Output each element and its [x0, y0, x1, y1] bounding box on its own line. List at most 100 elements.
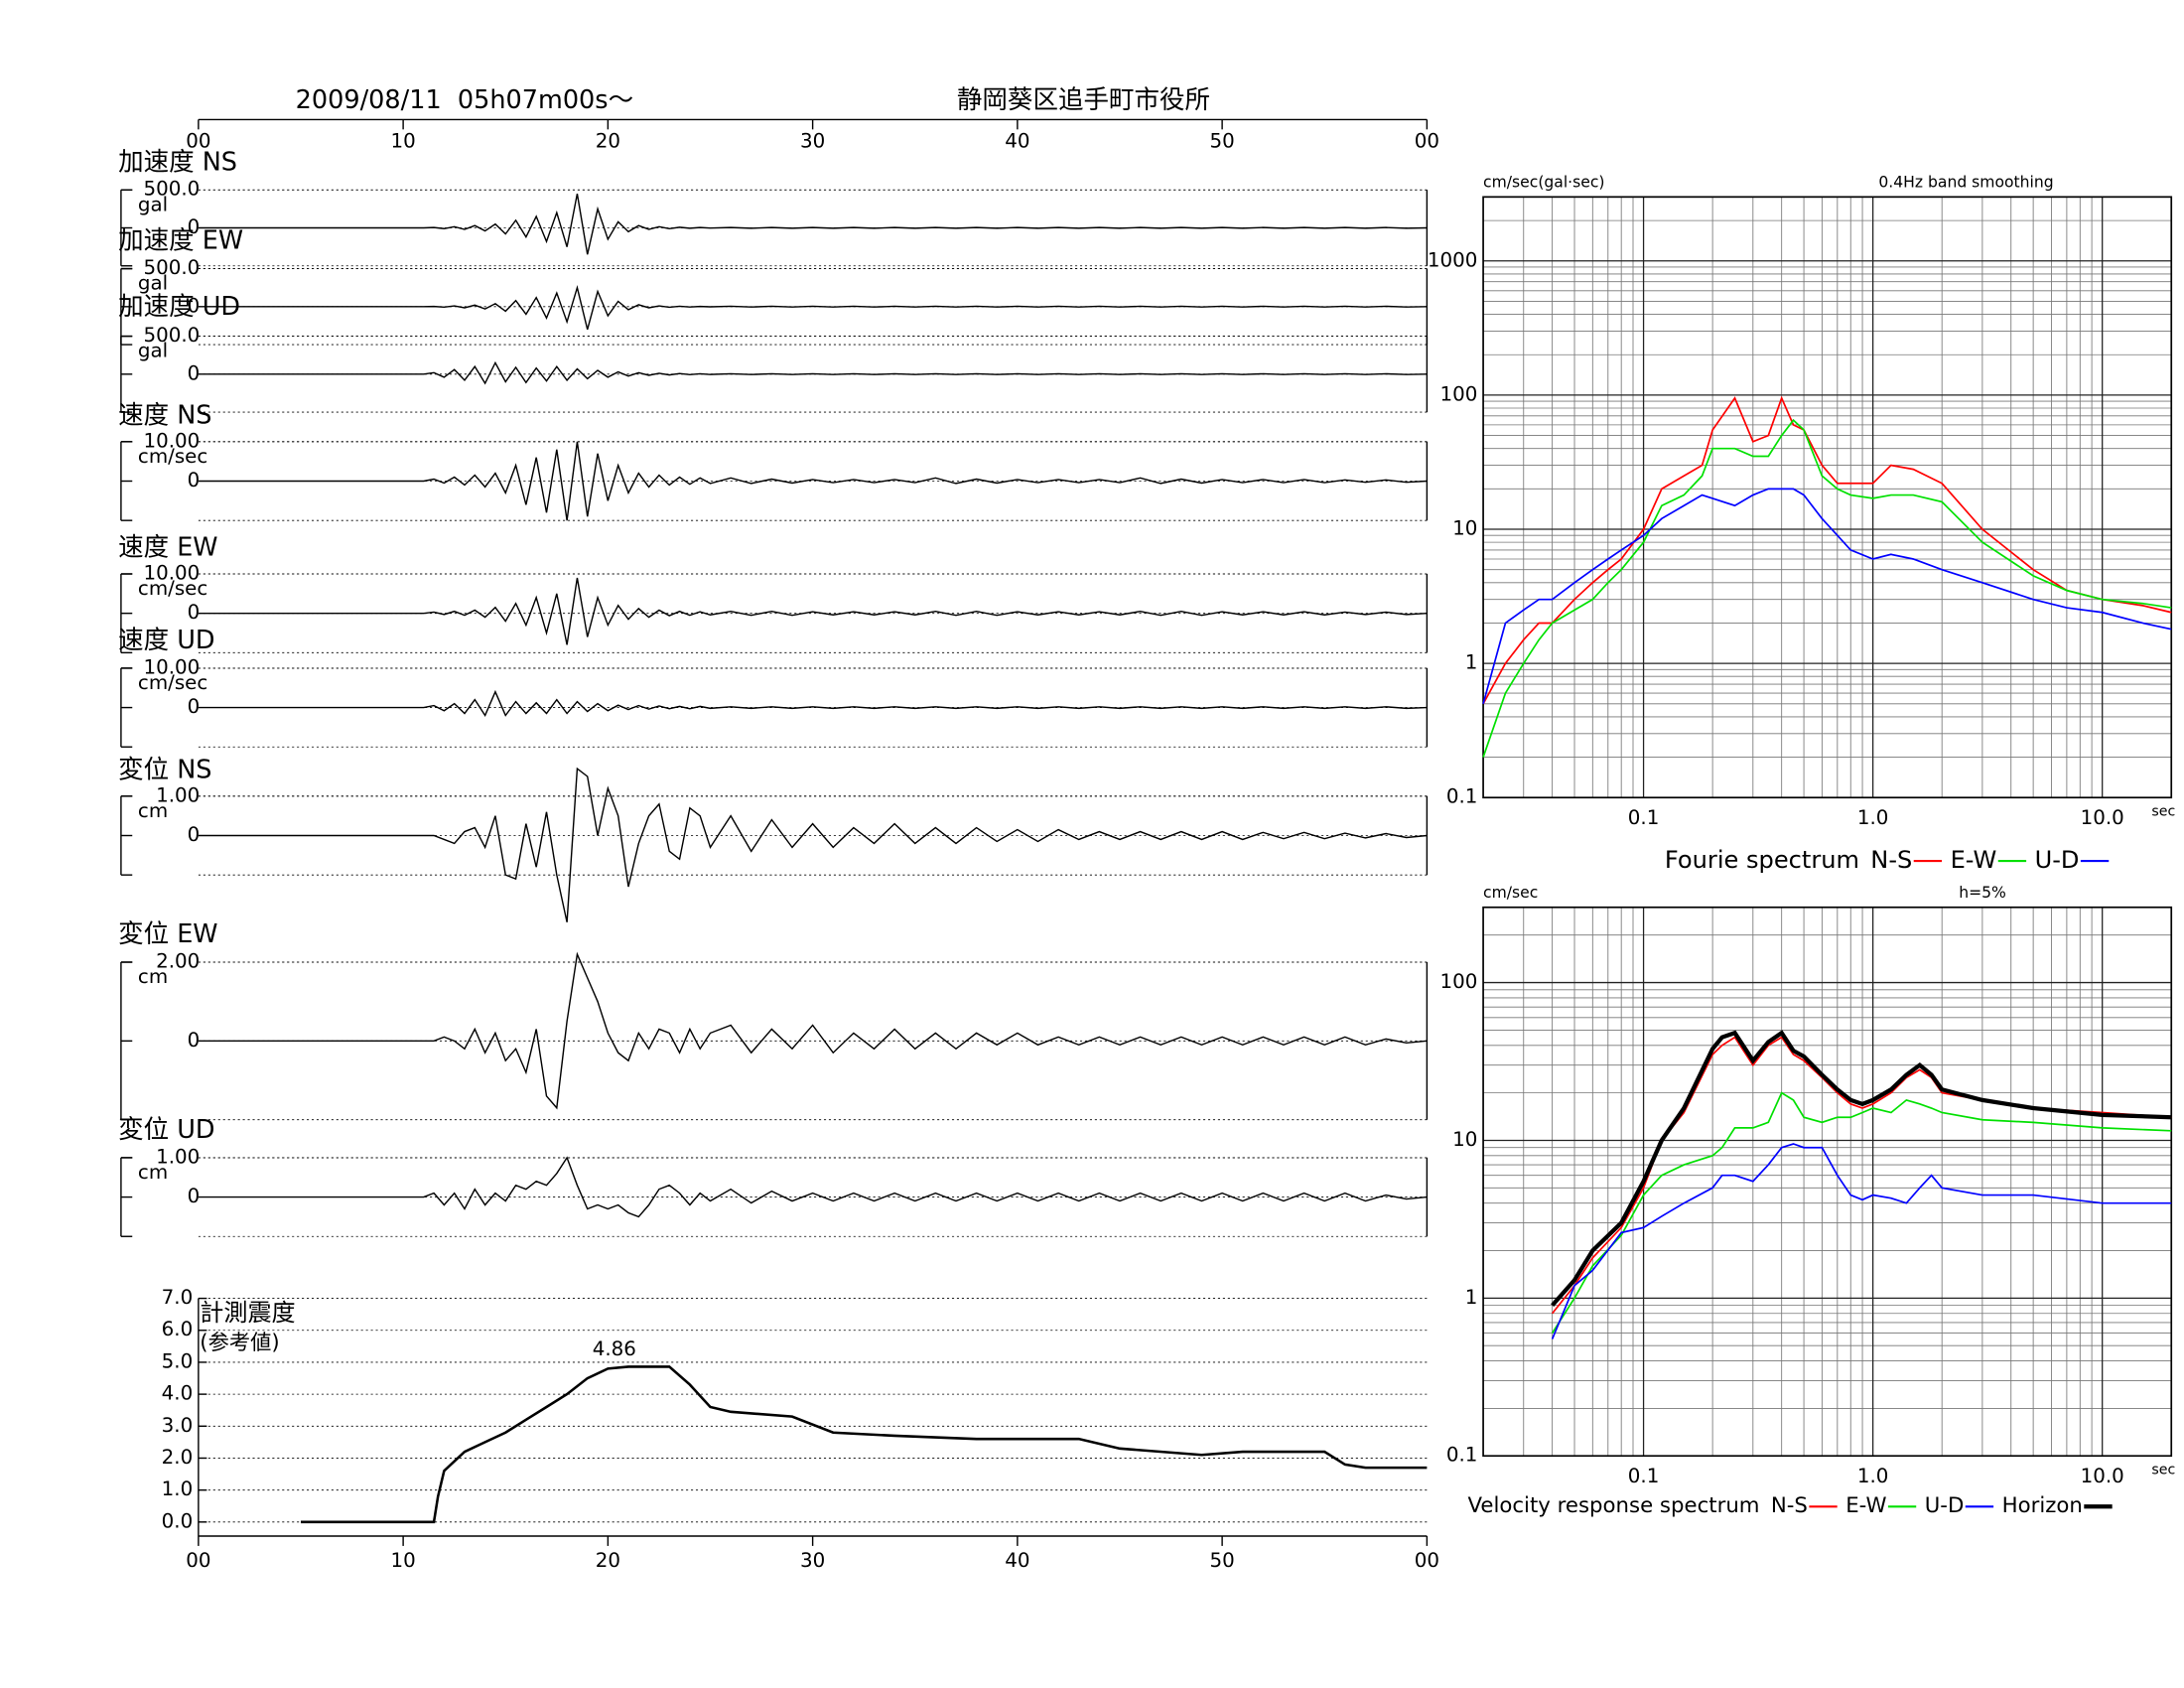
y-tick-label: 0 — [188, 361, 201, 384]
x-tick-label: 00 — [186, 1549, 210, 1572]
spectrum-line — [1551, 1143, 2172, 1339]
x-tick-label: 40 — [1005, 130, 1029, 153]
legend-title: Fourie spectrum — [1665, 846, 1859, 874]
panel-label: 変位 EW — [118, 919, 217, 949]
y-tick-label: 0.0 — [162, 1509, 194, 1532]
y-tick-label: 10 — [1452, 1128, 1477, 1151]
y-axis-label: cm/sec — [1483, 884, 1538, 902]
x-tick-label: 00 — [1415, 130, 1439, 153]
y-tick-label: 0 — [188, 695, 201, 718]
y-tick-label: 1 — [1465, 651, 1478, 674]
y-tick-label: 4.0 — [162, 1382, 194, 1405]
panel-unit: gal — [138, 193, 168, 215]
waveform — [198, 441, 1428, 521]
spectrum-line — [1551, 1030, 2172, 1308]
x-tick-label: 50 — [1210, 1549, 1235, 1572]
plot-frame — [1482, 906, 2173, 1458]
panel-unit: cm/sec — [138, 671, 207, 694]
panel-label: 速度 NS — [118, 400, 211, 430]
y-tick-label: 2.0 — [162, 1446, 194, 1469]
chart-subtitle: (参考値) — [200, 1331, 279, 1355]
y-tick-label: 10 — [1452, 517, 1477, 540]
x-tick-label: 30 — [800, 1549, 825, 1572]
y-tick-label: 10.00 — [144, 655, 201, 678]
y-tick-label: 6.0 — [162, 1318, 194, 1340]
legend-title: Velocity response spectrum — [1467, 1493, 1759, 1518]
intensity-line — [300, 1365, 1428, 1524]
y-tick-label: 500.0 — [144, 324, 201, 347]
x-tick-label: 10 — [391, 130, 416, 153]
y-tick-label: 0 — [188, 601, 201, 624]
legend-label: E-W — [1845, 1493, 1886, 1518]
legend-label: N-S — [1771, 1493, 1808, 1518]
legend-label: Horizon — [2002, 1493, 2083, 1518]
legend-label: U-D — [2035, 846, 2080, 874]
x-tick-label: 00 — [1415, 1549, 1439, 1572]
spectrum-line — [1482, 395, 2172, 705]
legend-label: U-D — [1925, 1493, 1965, 1518]
y-tick-label: 2.00 — [156, 950, 200, 973]
y-tick-label: 1.00 — [156, 783, 200, 806]
x-tick-label: 00 — [186, 130, 210, 153]
y-tick-label: 1.00 — [156, 1145, 200, 1168]
waveform — [198, 1156, 1428, 1218]
note: h=5% — [1959, 884, 2006, 902]
chart-title: 2009/08/11 05h07m00s〜 — [296, 85, 633, 115]
y-tick-label: 10.00 — [144, 562, 201, 585]
panel-unit: cm — [138, 799, 168, 822]
y-tick-label: 7.0 — [162, 1286, 194, 1309]
y-tick-label: 0.1 — [1446, 1444, 1478, 1467]
peak-label: 4.86 — [593, 1337, 636, 1360]
waveform — [198, 689, 1428, 718]
x-tick-label: 1.0 — [1857, 806, 1889, 829]
x-axis-label: sec — [2151, 1462, 2175, 1477]
plot-frame — [1482, 196, 2173, 799]
spectrum-line — [1551, 1091, 2172, 1335]
waveform — [198, 951, 1428, 1110]
y-tick-label: 0 — [188, 1185, 201, 1207]
panel-unit: cm — [138, 965, 168, 988]
y-tick-label: 3.0 — [162, 1414, 194, 1437]
spectrum-line — [1482, 488, 2172, 705]
y-tick-label: 5.0 — [162, 1349, 194, 1372]
y-tick-label: 0 — [188, 469, 201, 492]
waveform — [198, 193, 1428, 255]
x-tick-label: 0.1 — [1628, 1465, 1660, 1487]
panel-label: 速度 UD — [118, 626, 214, 655]
panel-unit: gal — [138, 272, 168, 295]
x-tick-label: 10 — [391, 1549, 416, 1572]
x-tick-label: 50 — [1210, 130, 1235, 153]
legend-label: N-S — [1870, 846, 1912, 874]
legend-label: E-W — [1951, 846, 1997, 874]
panel-unit: cm/sec — [138, 445, 207, 468]
panel-label: 加速度 EW — [118, 226, 243, 256]
x-tick-label: 20 — [596, 130, 620, 153]
y-tick-label: 1 — [1465, 1286, 1478, 1309]
x-tick-label: 40 — [1005, 1549, 1029, 1572]
panel-label: 速度 EW — [118, 533, 217, 563]
panel-label: 変位 UD — [118, 1115, 214, 1145]
y-tick-label: 1000 — [1428, 248, 1477, 271]
waveform — [198, 285, 1428, 330]
chart-title: 計測震度 — [200, 1299, 295, 1327]
y-tick-label: 0 — [188, 1029, 201, 1052]
x-tick-label: 10.0 — [2081, 1465, 2124, 1487]
spectrum-line — [1482, 418, 2172, 758]
x-tick-label: 1.0 — [1857, 1465, 1889, 1487]
y-tick-label: 0 — [188, 823, 201, 846]
y-tick-label: 100 — [1440, 970, 1478, 993]
x-tick-label: 20 — [596, 1549, 620, 1572]
y-axis-label: cm/sec(gal·sec) — [1483, 174, 1604, 192]
panel-label: 加速度 UD — [118, 292, 240, 322]
waveform — [198, 767, 1428, 922]
y-tick-label: 100 — [1440, 382, 1478, 405]
waveform — [198, 577, 1428, 645]
y-tick-label: 0.1 — [1446, 785, 1478, 808]
panel-unit: cm/sec — [138, 577, 207, 600]
note: 0.4Hz band smoothing — [1878, 174, 2053, 192]
y-tick-label: 500.0 — [144, 178, 201, 201]
panel-label: 加速度 NS — [118, 147, 237, 177]
